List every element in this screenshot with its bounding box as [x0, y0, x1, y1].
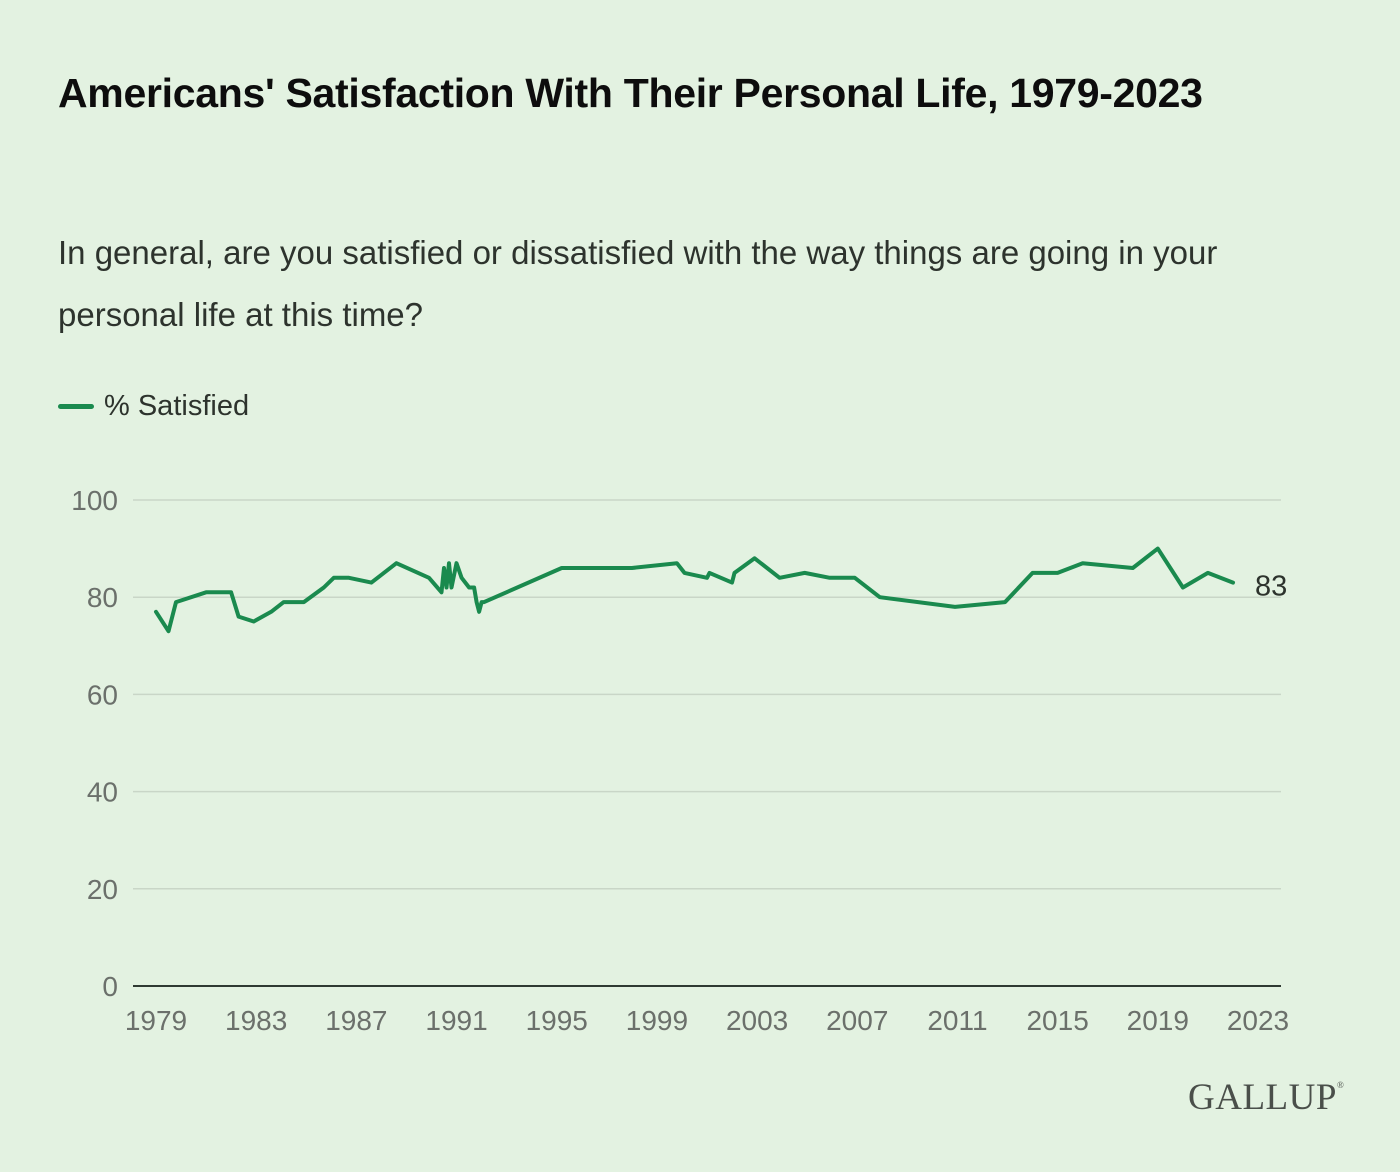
- end-value-label: 83: [1255, 571, 1287, 603]
- x-tick-label: 2007: [826, 1005, 888, 1036]
- legend-label: % Satisfied: [104, 390, 250, 422]
- y-tick-label: 0: [102, 971, 118, 1002]
- y-axis-ticks: 0 20 40 60 80 100: [71, 485, 118, 1002]
- legend-line-swatch: [58, 404, 94, 409]
- x-tick-label: 1979: [125, 1005, 187, 1036]
- x-tick-label: 1995: [526, 1005, 588, 1036]
- y-tick-label: 60: [87, 679, 118, 710]
- x-tick-label: 2023: [1227, 1005, 1289, 1036]
- legend: % Satisfied: [58, 390, 249, 423]
- x-tick-label: 2019: [1127, 1005, 1189, 1036]
- x-tick-label: 1983: [225, 1005, 287, 1036]
- x-tick-label: 2003: [726, 1005, 788, 1036]
- series-line-satisfied: [154, 546, 1235, 634]
- y-tick-label: 20: [87, 874, 118, 905]
- series-group: [154, 546, 1235, 634]
- x-tick-label: 1987: [325, 1005, 387, 1036]
- gridlines: [133, 499, 1281, 987]
- chart-subtitle: In general, are you satisfied or dissati…: [58, 234, 1218, 333]
- x-axis-ticks: 1979 1983 1987 1991 1995 1999 2003 2007 2011 2015…: [125, 1005, 1289, 1036]
- x-tick-label: 1991: [425, 1005, 487, 1036]
- y-tick-label: 40: [87, 777, 118, 808]
- x-tick-label: 2015: [1026, 1005, 1088, 1036]
- end-labels: 83: [1255, 571, 1287, 603]
- registered-mark: ®: [1336, 1080, 1345, 1090]
- chart-title: Americans' Satisfaction With Their Perso…: [58, 70, 1203, 116]
- gallup-logo: GALLUP®: [1188, 1076, 1344, 1119]
- x-tick-label: 1999: [626, 1005, 688, 1036]
- x-tick-label: 2011: [927, 1005, 987, 1036]
- y-tick-label: 100: [71, 485, 118, 516]
- logo-text: GALLUP: [1188, 1077, 1337, 1118]
- y-tick-label: 80: [87, 582, 118, 613]
